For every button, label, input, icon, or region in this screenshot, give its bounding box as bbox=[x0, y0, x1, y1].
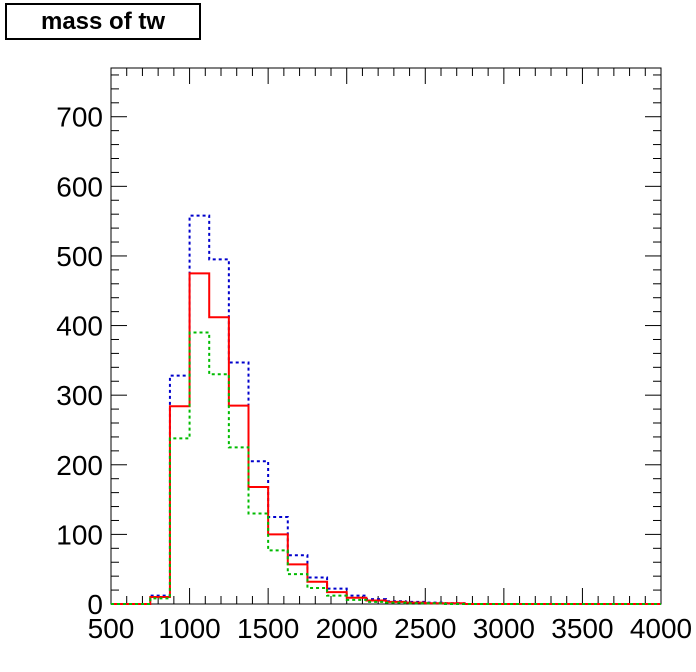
series-group bbox=[111, 214, 661, 605]
y-tick-label: 700 bbox=[56, 102, 103, 133]
x-tick-label: 1000 bbox=[158, 613, 220, 644]
x-tick-label: 4000 bbox=[630, 613, 692, 644]
series-line-0 bbox=[111, 214, 661, 605]
series-line-1 bbox=[111, 272, 661, 605]
x-tick-label: 2500 bbox=[394, 613, 456, 644]
y-tick-label: 400 bbox=[56, 311, 103, 342]
x-tick-label: 2000 bbox=[316, 613, 378, 644]
y-tick-label: 500 bbox=[56, 241, 103, 272]
y-tick-label: 300 bbox=[56, 380, 103, 411]
y-tick-label: 200 bbox=[56, 450, 103, 481]
plot-frame bbox=[110, 67, 662, 605]
series-line-2 bbox=[111, 331, 661, 605]
axes bbox=[110, 67, 662, 605]
x-tick-label: 3500 bbox=[551, 613, 613, 644]
x-tick-label: 1500 bbox=[237, 613, 299, 644]
x-tick-label: 3000 bbox=[473, 613, 535, 644]
y-tick-label: 100 bbox=[56, 519, 103, 550]
tick-labels: 500 1000 1500 2000 2500 3000 3500 4000 0 100 200 30… bbox=[56, 102, 692, 644]
y-tick-label: 600 bbox=[56, 171, 103, 202]
x-tick-label: 500 bbox=[88, 613, 135, 644]
chart-title: mass of tw bbox=[5, 3, 201, 40]
y-tick-label: 0 bbox=[87, 589, 103, 620]
